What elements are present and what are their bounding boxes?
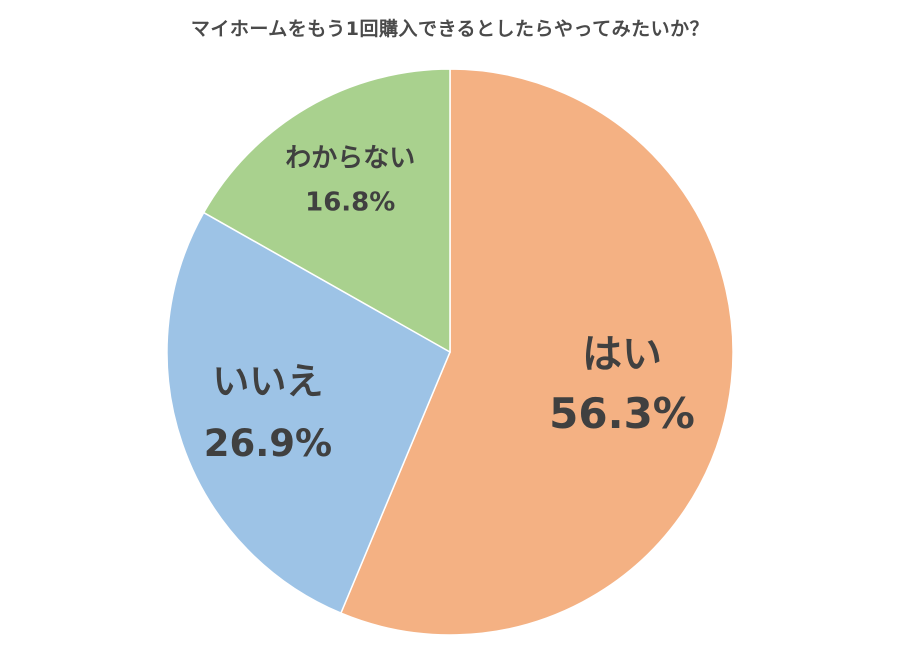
pie-labels: はい 56.3% いいえ 26.9% わからない 16.8% xyxy=(204,143,695,464)
slice-label-value: 26.9% xyxy=(204,422,332,465)
chart-title: マイホームをもう1回購入できるとしたらやってみたいか？ xyxy=(190,18,710,40)
slice-label-value: 56.3% xyxy=(549,389,695,438)
pie-slice-3 xyxy=(202,68,451,354)
slice-label-value: 16.8% xyxy=(305,187,395,217)
pie-slices xyxy=(166,68,734,636)
slice-label-name: はい xyxy=(582,332,662,378)
slice-label-name: わからない xyxy=(285,143,415,173)
pie-slice-1 xyxy=(339,68,734,636)
slice-label-name: いいえ xyxy=(212,360,323,403)
